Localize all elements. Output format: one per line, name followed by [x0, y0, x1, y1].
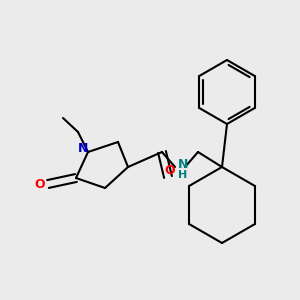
Text: O: O	[35, 178, 45, 190]
Text: N: N	[178, 158, 188, 172]
Text: N: N	[78, 142, 88, 155]
Text: O: O	[165, 164, 175, 178]
Text: H: H	[178, 170, 187, 180]
